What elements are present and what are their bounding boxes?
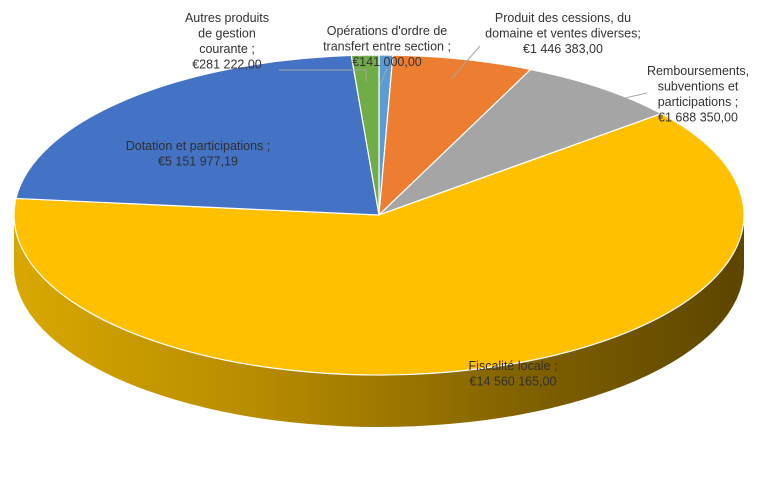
data-label-line: €141 000,00 [352,55,422,69]
slice-1 [378,54,532,216]
data-label-line: de gestion [198,27,256,41]
data-labels: Opérations d'ordre de transfert entre sec… [126,11,749,389]
data-label-line: €1 446 383,00 [523,42,603,56]
data-label-line: courante ; [199,42,255,56]
data-label-line: €14 560 165,00 [470,375,557,389]
data-label-5: Autres produits de gestion courante ; €281 … [185,11,269,72]
data-label-2: Remboursements, subventions et participati… [647,64,749,125]
data-label-line: Autres produits [185,11,269,25]
pie-slices [13,54,745,376]
data-label-line: participations ; [658,95,739,109]
data-label-line: Produit des cessions, du [495,11,631,25]
data-label-line: Dotation et participations ; [126,139,271,153]
leader-line-1 [451,45,481,79]
data-label-1: Produit des cessions, du domaine et vente… [485,11,641,56]
leader-lines [279,45,648,111]
data-label-line: transfert entre section ; [323,40,451,54]
data-label-line: domaine et ventes diverses; [485,27,641,41]
data-label-4: Dotation et participations ; €5 151 977,1… [126,139,271,169]
data-label-line: Remboursements, [647,64,749,78]
data-label-0: Opérations d'ordre de transfert entre sec… [323,24,451,69]
data-label-line: Fiscalité locale ; [469,359,558,373]
leader-line-2 [571,92,648,111]
slice-side [14,215,744,427]
leader-line-5 [279,69,367,82]
data-label-line: €1 688 350,00 [658,111,738,125]
slice-3 [13,113,745,376]
data-label-line: Opérations d'ordre de [327,24,448,38]
data-label-line: €281 222,00 [192,58,262,72]
data-label-3: Fiscalité locale ; €14 560 165,00 [469,359,558,389]
slice-5 [350,54,380,216]
data-label-line: subventions et [658,80,739,94]
slice-4 [15,54,380,216]
leader-line-0 [379,67,388,87]
pie-sides [14,215,744,427]
data-label-line: €5 151 977,19 [158,155,238,169]
